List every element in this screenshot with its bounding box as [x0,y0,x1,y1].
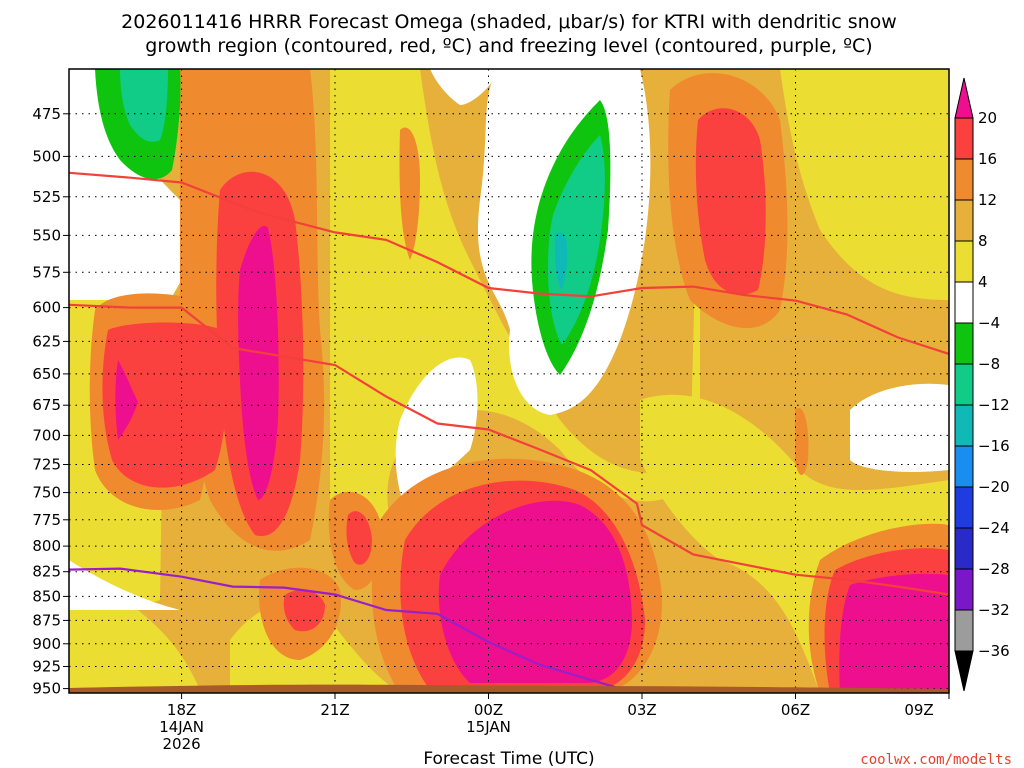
omega-region-16-20-upper-right [695,108,766,295]
y-tick-label: 675 [32,396,61,414]
y-tick-label: 875 [32,611,61,629]
omega-region-16-20-blob [283,589,325,632]
x-tick-label: 03Z [627,701,656,719]
chart-title-line-2: growth region (contoured, red, ºC) and f… [145,35,872,57]
y-tick-label: 850 [32,587,61,605]
omega-max-right [839,573,949,693]
y-tick-label: 775 [32,511,61,529]
y-tick-label: 475 [32,105,61,123]
y-tick-label: 925 [32,658,61,676]
x-tick-label: 2026 [163,735,201,753]
omega-region-16-20-small [346,511,372,565]
colorbar-level-label: −12 [978,396,1010,414]
x-tick-label: 00Z [474,701,503,719]
terrain-strip [69,684,949,693]
omega-region-4-8-center [330,69,949,520]
colorbar-swatch [954,609,974,652]
colorbar-swatch [954,404,974,447]
y-tick-label: 500 [32,147,61,165]
chart-title-line-1: 2026011416 HRRR Forecast Omega (shaded, … [121,11,897,33]
colorbar-swatch [954,117,974,160]
colorbar-bottom-arrow [954,650,974,692]
colorbar-swatch [954,158,974,201]
omega-region-near-zero-right [850,383,949,472]
dgz-lower-contour [69,303,949,596]
y-tick-label: 600 [32,299,61,317]
omega-region-12-16-sliver [795,408,809,475]
y-tick-label: 550 [32,226,61,244]
colorbar-level-label: 4 [978,273,988,291]
colorbar-swatch [954,363,974,406]
omega-region-near-zero-mid [395,357,478,520]
colorbar-swatch [954,568,974,611]
y-axis: 475 500 525 550 575 600 625 650 675 700 725 750 775 8… [32,105,69,698]
colorbar-level-label: 12 [978,191,997,209]
y-tick-label: 525 [32,188,61,206]
colorbar-level-label: −32 [978,601,1010,619]
colorbar-level-label: −16 [978,437,1010,455]
colorbar-level-label: 20 [978,109,997,127]
y-tick-label: 725 [32,456,61,474]
x-tick-label: 21Z [320,701,349,719]
x-tick-label: 14JAN [159,718,204,736]
y-tick-label: 700 [32,426,61,444]
colorbar-swatch [954,527,974,570]
x-tick-label: 06Z [781,701,810,719]
colorbar-level-label: −36 [978,642,1010,660]
y-tick-label: 625 [32,332,61,350]
colorbar-top-arrow [954,77,974,119]
colorbar-level-label: −4 [978,314,1000,332]
site-credit: coolwx.com/modelts [860,752,1012,768]
omega-rising-upper-left-teal [120,69,168,142]
colorbar-swatch [954,486,974,529]
y-tick-label: 800 [32,537,61,555]
colorbar-level-label: −8 [978,355,1000,373]
colorbar-legend: 20 16 12 8 4 −4 −8 −12 −16 −20 −24 −28 −32 −36 [954,77,1010,692]
y-tick-label: 950 [32,680,61,698]
dgz-upper-contour [69,171,949,356]
colorbar-swatch [954,240,974,283]
y-tick-label: 575 [32,263,61,281]
colorbar-swatch [954,281,974,324]
colorbar-swatch [954,445,974,488]
colorbar-level-label: 16 [978,150,997,168]
x-axis-label: Forecast Time (UTC) [423,749,594,768]
omega-region-near-zero-top [430,69,500,105]
omega-region-12-16-upper [399,127,420,260]
omega-region-near-zero-upper-left [69,69,193,300]
omega-region-near-zero-lower-left [69,560,180,610]
plot-area [69,69,949,693]
omega-max-left-column [238,225,279,501]
colorbar-swatch [954,322,974,365]
omega-rising-center-teal [548,135,605,345]
x-tick-label: 09Z [904,701,933,719]
colorbar-level-label: 8 [978,232,988,250]
colorbar-level-label: −28 [978,560,1010,578]
y-tick-label: 750 [32,484,61,502]
colorbar-level-label: −20 [978,478,1010,496]
x-tick-label: 15JAN [466,718,511,736]
y-tick-label: 900 [32,635,61,653]
x-tick-label: 18Z [167,701,196,719]
colorbar-level-label: −24 [978,519,1010,537]
freezing-level-contour [69,567,628,692]
y-tick-label: 825 [32,563,61,581]
plot-border [68,68,950,694]
y-tick-label: 650 [32,365,61,383]
grid-layer [69,69,949,693]
omega-max-left [115,360,138,440]
colorbar-swatch [954,199,974,242]
omega-region-16-20-left [102,322,227,488]
omega-rising-center-cyan [555,232,568,290]
